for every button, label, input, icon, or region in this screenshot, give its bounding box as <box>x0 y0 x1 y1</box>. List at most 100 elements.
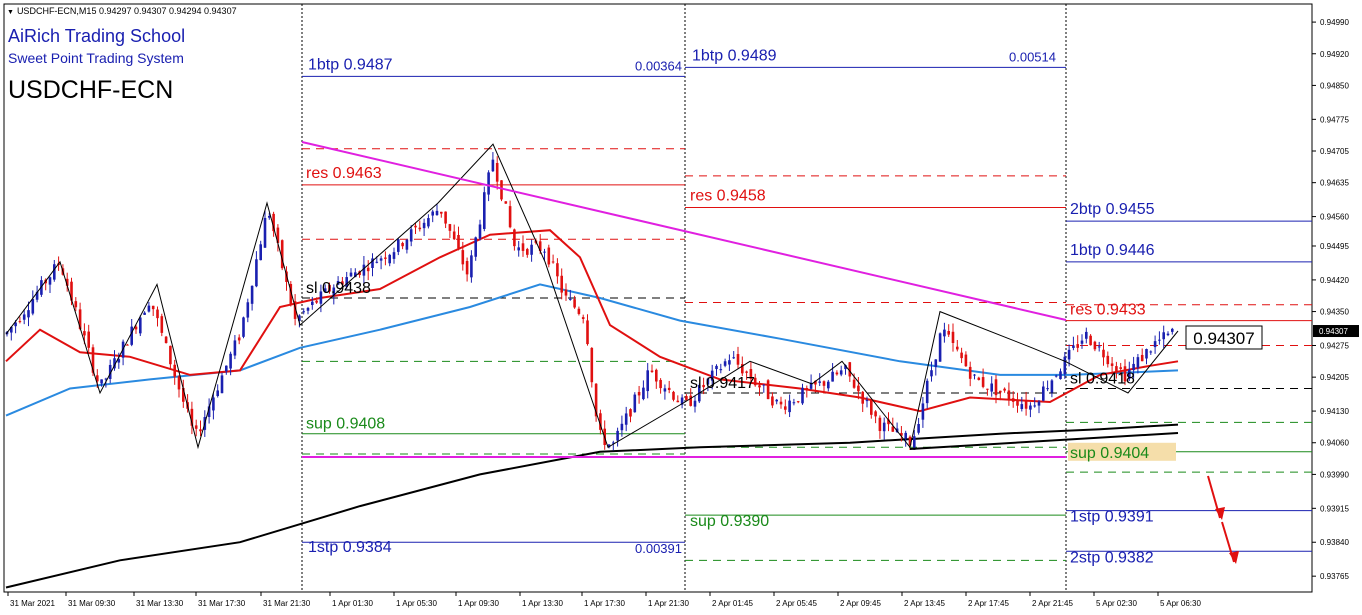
candle-body <box>83 331 86 336</box>
candle-body <box>465 261 469 275</box>
level-label: res 0.9463 <box>306 165 382 182</box>
dropdown-triangle-icon[interactable]: ▼ <box>7 9 14 16</box>
candle-body <box>500 180 503 200</box>
candle-body <box>397 239 400 252</box>
candle-body <box>900 432 903 436</box>
candle-body <box>237 337 241 341</box>
level-label: res 0.9458 <box>690 188 766 205</box>
candle-body <box>371 258 374 269</box>
candle-body <box>435 210 439 216</box>
candle-body <box>1132 363 1135 371</box>
candle-body <box>470 255 473 278</box>
candle-body <box>951 331 955 343</box>
candle-body <box>164 336 168 343</box>
candle-body <box>1080 340 1084 344</box>
candle-body <box>784 406 787 410</box>
x-axis-tick-label: 1 Apr 01:30 <box>332 599 373 608</box>
candle-body <box>620 423 624 431</box>
candle-body <box>822 381 826 386</box>
candle-body <box>977 377 981 380</box>
candle-body <box>1046 388 1049 390</box>
candle-body <box>440 211 443 214</box>
candle-body <box>1003 388 1006 391</box>
level-label: 0.00391 <box>635 541 682 556</box>
candle-body <box>655 369 658 382</box>
candle-body <box>182 387 185 402</box>
candle-body <box>934 359 938 368</box>
candle-body <box>366 267 370 272</box>
candle-body <box>1020 404 1024 409</box>
candle-body <box>818 381 821 383</box>
level-label: 1btp 0.9446 <box>1070 242 1155 259</box>
candle-body <box>577 308 581 314</box>
candle-body <box>513 229 516 247</box>
candle-body <box>1063 356 1067 375</box>
candle-body <box>624 413 628 425</box>
candle-body <box>921 403 925 420</box>
candle-body <box>1085 331 1088 339</box>
candle-body <box>1007 390 1011 400</box>
candle-body <box>753 377 757 386</box>
candle-body <box>48 277 52 285</box>
candle-body <box>964 354 968 367</box>
candle-body <box>814 380 817 385</box>
candle-body <box>229 353 232 369</box>
x-axis-tick-label: 1 Apr 17:30 <box>584 599 625 608</box>
y-axis-tick-label: 0.94775 <box>1320 115 1349 124</box>
resistance-trendline <box>301 141 1067 321</box>
x-axis-tick-label: 2 Apr 17:45 <box>968 599 1009 608</box>
x-axis-tick-label: 2 Apr 21:45 <box>1032 599 1073 608</box>
candle-body <box>659 379 662 389</box>
candle-body <box>134 326 138 330</box>
candle-body <box>646 370 649 392</box>
current-price-box <box>1185 325 1263 350</box>
candle-body <box>487 172 490 195</box>
candle-body <box>1158 339 1161 341</box>
candle-body <box>212 397 215 411</box>
candle-body <box>1016 399 1019 406</box>
candle-body <box>328 284 331 292</box>
candle-body <box>693 400 697 407</box>
candle-body <box>1102 349 1105 358</box>
candle-body <box>762 384 766 386</box>
x-axis-tick-label: 31 Mar 17:30 <box>198 599 246 608</box>
level-label: sl 0.9418 <box>1070 370 1135 387</box>
level-label: sl 0.9438 <box>306 280 371 297</box>
candle-body <box>1123 366 1127 382</box>
candle-body <box>861 391 864 404</box>
candle-body <box>672 391 675 400</box>
candle-body <box>431 211 434 216</box>
candle-body <box>104 378 108 380</box>
candle-body <box>1145 349 1148 359</box>
x-axis-tick-label: 2 Apr 09:45 <box>840 599 881 608</box>
plot-frame <box>3 3 1313 593</box>
candle-body <box>108 364 112 379</box>
candle-body <box>444 211 447 224</box>
candle-body <box>130 326 133 345</box>
candle-body <box>199 429 202 432</box>
candle-body <box>1128 369 1131 379</box>
down-arrow-icon <box>1215 507 1225 520</box>
x-axis-tick-label: 1 Apr 21:30 <box>648 599 689 608</box>
candle-body <box>74 301 78 308</box>
candle-body <box>637 391 641 396</box>
candle-body <box>719 369 723 371</box>
candle-body <box>1067 349 1071 360</box>
candle-body <box>1097 346 1101 348</box>
candle-body <box>1050 380 1054 393</box>
candle-body <box>190 408 194 426</box>
candle-body <box>177 376 181 390</box>
candle-body <box>250 285 254 304</box>
candle-body <box>547 247 551 265</box>
candle-body <box>1153 341 1157 348</box>
candle-body <box>633 394 637 413</box>
candle-body <box>31 299 35 314</box>
candle-body <box>543 251 546 253</box>
level-label: 1stp 0.9384 <box>308 539 392 556</box>
candle-body <box>882 422 886 432</box>
candle-body <box>448 224 452 231</box>
symbol-title: USDCHF-ECN <box>8 76 174 104</box>
candle-body <box>306 307 310 311</box>
zigzag-line <box>5 143 1179 450</box>
